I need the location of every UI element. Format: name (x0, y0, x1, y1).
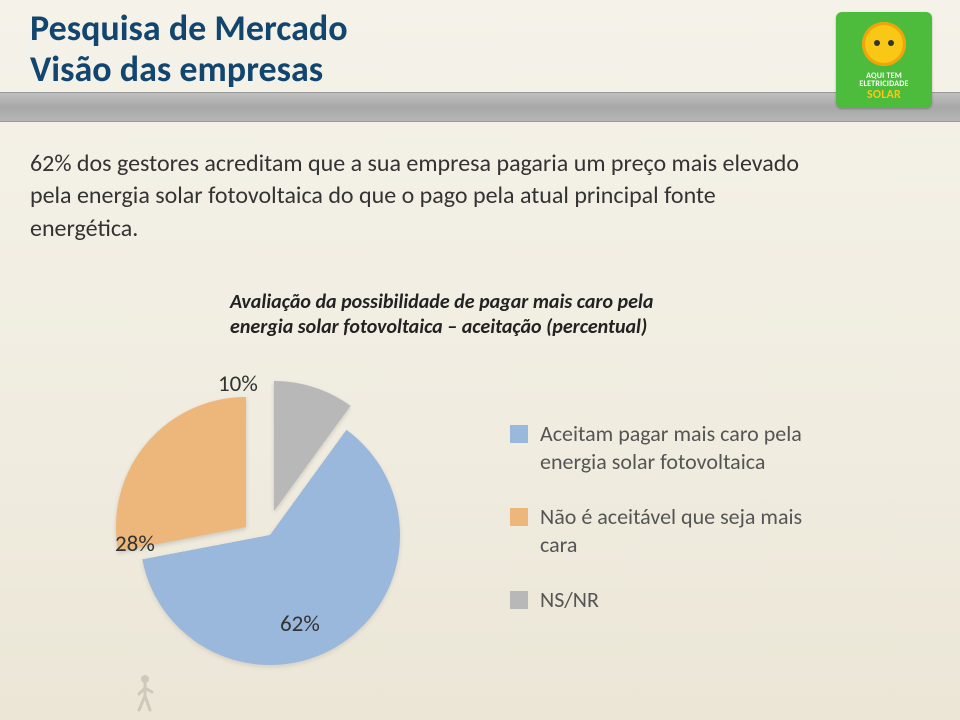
solar-logo: AQUI TEM ELETRICIDADE SOLAR (836, 12, 932, 108)
chart-legend: Aceitam pagar mais caro pela energia sol… (510, 420, 820, 642)
pedestrian-icon (130, 674, 160, 714)
legend-item-accept: Aceitam pagar mais caro pela energia sol… (510, 420, 820, 475)
legend-item-nsnr: NS/NR (510, 586, 820, 614)
legend-item-not: Não é aceitável que seja mais cara (510, 503, 820, 558)
legend-swatch-not (510, 508, 528, 526)
pct-label-28: 28% (115, 530, 155, 558)
legend-label-nsnr: NS/NR (540, 586, 599, 614)
legend-swatch-accept (510, 425, 528, 443)
pie-chart (110, 365, 440, 695)
pct-label-62: 62% (280, 610, 320, 638)
legend-label-not: Não é aceitável que seja mais cara (540, 503, 820, 558)
sun-icon (862, 22, 906, 66)
pie-slice-nsnr (144, 381, 404, 641)
pct-label-10: 10% (218, 370, 258, 398)
chart-title: Avaliação da possibilidade de pagar mais… (230, 290, 660, 340)
page-title: Pesquisa de Mercado Visão das empresas (30, 8, 348, 91)
legend-swatch-nsnr (510, 591, 528, 609)
legend-label-accept: Aceitam pagar mais caro pela energia sol… (540, 420, 820, 475)
header-divider-bar (0, 92, 960, 122)
title-line-2: Visão das empresas (30, 47, 323, 91)
logo-text: AQUI TEM ELETRICIDADE SOLAR (859, 72, 908, 101)
body-paragraph: 62% dos gestores acreditam que a sua emp… (30, 148, 810, 245)
title-line-1: Pesquisa de Mercado (30, 6, 348, 50)
